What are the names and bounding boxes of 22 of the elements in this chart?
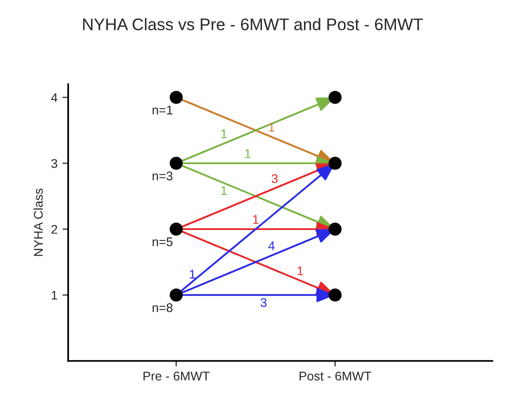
annotation: n=1: [152, 106, 172, 114]
y-axis-title: NYHA Class: [34, 188, 43, 256]
annotation: n=8: [152, 303, 172, 312]
series-label: 4: [268, 242, 275, 250]
series-label: 1: [245, 149, 251, 158]
series-label: 3: [260, 298, 267, 307]
x-tick-label: Pre - 6MWT: [144, 372, 210, 380]
series-label: 1: [221, 130, 227, 138]
y-tick-label: 1: [52, 290, 58, 300]
series-label: 3: [272, 174, 278, 184]
series-label: 1: [269, 122, 274, 132]
y-tick-label: 2: [51, 224, 58, 234]
x-tick-label: Post - 6MWT: [300, 372, 372, 380]
series-label: 1: [221, 186, 227, 195]
series-label: 1: [190, 270, 196, 278]
series-label: 1: [298, 266, 303, 276]
chart-title: NYHA Class vs Pre - 6MWT and Post - 6MWT: [83, 18, 423, 30]
y-tick-label: 3: [51, 159, 58, 168]
annotation: n=3: [152, 172, 172, 180]
series-label: 1: [253, 215, 259, 224]
annotation: n=5: [152, 238, 173, 246]
y-tick-label: 4: [51, 93, 58, 102]
